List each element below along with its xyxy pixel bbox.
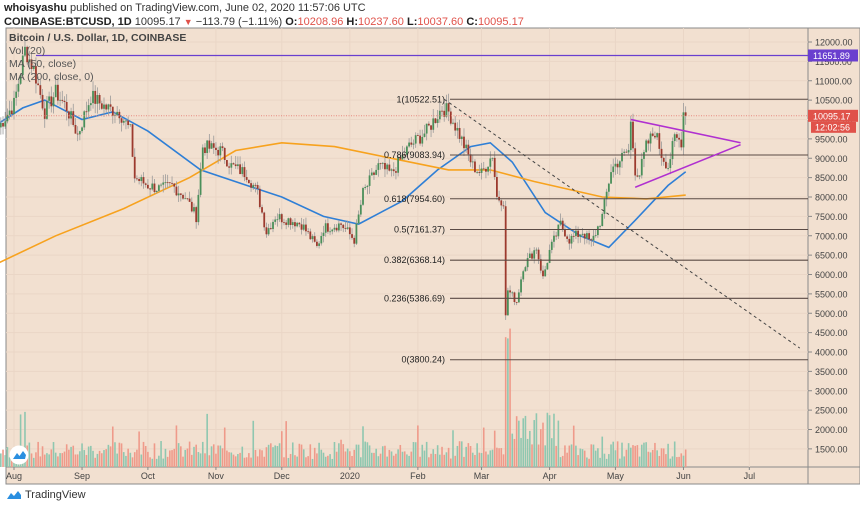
tradingview-watermark-icon bbox=[9, 445, 29, 465]
y-tick-label: 6000.00 bbox=[815, 270, 848, 280]
y-tick-label: 4000.00 bbox=[815, 348, 848, 358]
y-tick-label: 3500.00 bbox=[815, 367, 848, 377]
y-tick-label: 9000.00 bbox=[815, 154, 848, 164]
y-tick-label: 11000.00 bbox=[815, 76, 852, 86]
y-tick-label: 3000.00 bbox=[815, 386, 848, 396]
tradingview-footer[interactable]: TradingView bbox=[6, 489, 86, 501]
y-tick-label: 2500.00 bbox=[815, 406, 848, 416]
close-label: C: bbox=[466, 16, 478, 28]
legend-ma200[interactable]: MA (200, close, 0) bbox=[9, 71, 94, 83]
fib-label: 0.786(9083.94) bbox=[384, 150, 445, 160]
x-tick-label: Oct bbox=[141, 471, 156, 481]
low-value: 10037.60 bbox=[417, 16, 464, 28]
x-tick-label: Jul bbox=[744, 471, 756, 481]
x-tick-label: May bbox=[607, 471, 625, 481]
open-label: O: bbox=[285, 16, 298, 28]
y-tick-label: 5000.00 bbox=[815, 309, 848, 319]
y-tick-label: 5500.00 bbox=[815, 289, 848, 299]
ma50-line bbox=[0, 99, 687, 249]
hline-price-badge bbox=[808, 49, 858, 62]
y-tick-label: 1500.00 bbox=[815, 444, 848, 454]
high-label: H: bbox=[346, 16, 359, 28]
svg-text:12:02:56: 12:02:56 bbox=[815, 122, 850, 132]
open-value: 10208.96 bbox=[297, 16, 344, 28]
last-price: 10095.17 bbox=[134, 16, 181, 28]
y-tick-label: 6500.00 bbox=[815, 251, 848, 261]
fib-label: 0.236(5386.69) bbox=[384, 293, 445, 303]
fib-label: 0(3800.24) bbox=[401, 355, 445, 365]
fib-label: 0.618(7954.60) bbox=[384, 194, 445, 204]
x-tick-label: 2020 bbox=[340, 471, 360, 481]
published-text: published on TradingView.com, June 02, 2… bbox=[70, 2, 366, 14]
y-tick-label: 12000.00 bbox=[815, 38, 853, 48]
fib-label: 0.382(6368.14) bbox=[384, 255, 445, 265]
triangle-upper-line bbox=[630, 118, 741, 144]
price-change: −113.79 (−1.11%) bbox=[195, 16, 283, 28]
y-tick-label: 10500.00 bbox=[815, 96, 853, 106]
fib-label: 1(10522.51) bbox=[396, 94, 445, 104]
y-tick-label: 9500.00 bbox=[815, 134, 848, 144]
symbol: COINBASE:BTCUSD, 1D bbox=[4, 16, 132, 28]
x-tick-label: Sep bbox=[74, 471, 90, 481]
chart-legend: Bitcoin / U.S. Dollar, 1D, COINBASE Vol … bbox=[9, 32, 186, 84]
y-tick-label: 4500.00 bbox=[815, 328, 848, 338]
y-tick-label: 8000.00 bbox=[815, 193, 848, 203]
tradingview-logo-icon bbox=[7, 491, 21, 499]
symbol-info-bar: COINBASE:BTCUSD, 1D 10095.17 ▼ −113.79 (… bbox=[4, 16, 524, 28]
fib-label: 0.5(7161.37) bbox=[394, 224, 445, 234]
x-tick-label: Apr bbox=[543, 471, 557, 481]
y-tick-label: 11500.00 bbox=[815, 57, 852, 67]
x-tick-label: Aug bbox=[6, 471, 22, 481]
close-value: 10095.17 bbox=[477, 16, 524, 28]
countdown-badge bbox=[811, 121, 856, 133]
y-tick-label: 7500.00 bbox=[815, 212, 848, 222]
x-tick-label: Jun bbox=[676, 471, 691, 481]
author: whoisyashu bbox=[4, 2, 67, 14]
x-tick-label: Feb bbox=[410, 471, 426, 481]
y-tick-label: 8500.00 bbox=[815, 173, 848, 183]
svg-text:10095.17: 10095.17 bbox=[813, 111, 851, 121]
volume-bars bbox=[0, 328, 687, 467]
price-axis bbox=[807, 27, 860, 485]
current-price-badge bbox=[808, 109, 858, 122]
legend-volume[interactable]: Vol (20) bbox=[9, 45, 46, 57]
descending-trendline bbox=[443, 98, 801, 349]
x-tick-label: Dec bbox=[274, 471, 291, 481]
chart-title: Bitcoin / U.S. Dollar, 1D, COINBASE bbox=[9, 32, 187, 44]
low-label: L: bbox=[406, 16, 418, 28]
high-value: 10237.60 bbox=[358, 16, 404, 28]
legend-ma50[interactable]: MA (50, close) bbox=[9, 58, 77, 70]
down-arrow-icon: ▼ bbox=[183, 17, 193, 27]
publish-info: whoisyashu published on TradingView.com,… bbox=[4, 2, 366, 14]
tradingview-brand: TradingView bbox=[25, 489, 86, 501]
y-tick-label: 7000.00 bbox=[815, 231, 848, 241]
candles bbox=[0, 36, 687, 320]
y-tick-label: 2000.00 bbox=[815, 425, 848, 435]
svg-text:11651.89: 11651.89 bbox=[813, 51, 850, 61]
x-tick-label: Nov bbox=[208, 471, 225, 481]
triangle-lower-line bbox=[634, 143, 741, 189]
x-tick-label: Mar bbox=[474, 471, 490, 481]
ma200-line bbox=[0, 141, 686, 264]
plot-area bbox=[5, 27, 809, 485]
